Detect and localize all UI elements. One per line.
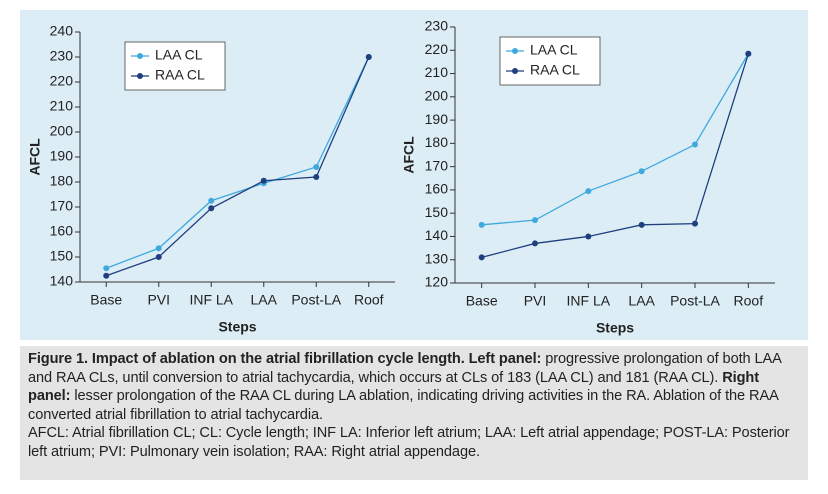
point <box>585 233 592 240</box>
caption-bold: Right panel: <box>28 369 760 405</box>
legend-label: LAA CL <box>530 42 578 58</box>
point <box>313 174 320 180</box>
point <box>585 188 592 195</box>
y-tick-label: 140 <box>50 273 74 289</box>
point <box>692 220 698 227</box>
y-tick-label: 150 <box>425 204 449 220</box>
y-tick-label: 160 <box>425 181 449 197</box>
point <box>208 205 215 212</box>
caption-abbreviations: AFCL: Atrial fibrillation CL; CL: Cycle … <box>28 425 790 460</box>
x-tick-label: LAA <box>628 293 655 309</box>
x-tick-label: PVI <box>147 292 170 308</box>
charts: 140 150 160 170 180 190 200 210 220 230 240 Base PVI… <box>27 18 775 336</box>
legend-marker <box>137 53 143 59</box>
y-tick-label: 230 <box>425 18 449 34</box>
x-tick-label: INF LA <box>567 293 611 309</box>
caption-run: progressive prolongation of both LAA and… <box>28 351 781 386</box>
y-axis-label: AFCL <box>401 136 417 174</box>
x-tick-label: Post-LA <box>291 292 341 308</box>
point <box>692 141 698 148</box>
caption-bold: Figure 1. Impact of ablation on the atri… <box>28 351 542 367</box>
y-tick-label: 220 <box>425 41 449 57</box>
point <box>532 240 538 247</box>
point <box>638 221 645 228</box>
point <box>155 254 162 260</box>
x-axis-label: Steps <box>596 320 634 336</box>
y-tick-label: 200 <box>425 88 449 104</box>
legend-marker <box>512 48 518 54</box>
series-line <box>481 53 749 226</box>
point <box>532 217 538 224</box>
y-tick-label: 170 <box>50 198 74 214</box>
caption: Figure 1. Impact of ablation on the atri… <box>20 346 808 480</box>
legend-marker <box>512 68 518 74</box>
y-tick-label: 210 <box>425 64 449 80</box>
y-tick-label: 220 <box>50 73 74 89</box>
y-tick-label: 170 <box>425 157 449 173</box>
point <box>155 245 162 252</box>
y-tick-label: 130 <box>425 250 449 266</box>
point <box>478 254 485 261</box>
point <box>638 168 645 175</box>
point <box>745 50 752 57</box>
point <box>103 272 110 279</box>
y-tick-label: 210 <box>50 98 74 114</box>
y-axis-label: AFCL <box>27 138 43 176</box>
series-line <box>106 56 370 277</box>
x-tick-label: Roof <box>734 293 764 309</box>
x-tick-label: Post-LA <box>670 293 720 309</box>
legend-box <box>124 41 226 91</box>
y-tick-label: 160 <box>50 223 74 239</box>
x-axis-label: Steps <box>218 319 256 335</box>
y-tick-label: 150 <box>50 248 74 264</box>
legend-label: LAA CL <box>155 47 203 63</box>
y-tick-label: 120 <box>425 274 449 290</box>
x-tick-label: LAA <box>251 292 278 308</box>
y-tick-label: 140 <box>425 227 449 243</box>
point <box>260 177 267 184</box>
y-tick-label: 200 <box>50 123 74 139</box>
caption-run: lesser prolongation of the RAA CL during… <box>28 388 778 423</box>
x-tick-label: INF LA <box>189 292 233 308</box>
y-tick-label: 190 <box>50 148 74 164</box>
legend-label: RAA CL <box>530 62 580 78</box>
y-tick-label: 180 <box>425 134 449 150</box>
legend-label: RAA CL <box>155 67 205 83</box>
x-tick-label: PVI <box>524 293 547 309</box>
legend-box <box>499 36 601 86</box>
series-line <box>481 53 749 259</box>
x-tick-label: Base <box>90 292 122 308</box>
point <box>313 164 320 170</box>
x-tick-label: Base <box>466 293 498 309</box>
series-line <box>106 56 370 269</box>
legend-marker <box>137 73 143 79</box>
y-tick-label: 180 <box>50 173 74 189</box>
y-tick-label: 190 <box>425 111 449 127</box>
point <box>103 265 110 272</box>
point <box>208 197 215 204</box>
x-tick-label: Roof <box>354 292 384 308</box>
y-tick-label: 230 <box>50 48 74 64</box>
caption-text: Figure 1. Impact of ablation on the atri… <box>28 350 800 424</box>
point <box>365 54 372 60</box>
point <box>478 221 485 228</box>
y-tick-label: 240 <box>50 23 74 39</box>
